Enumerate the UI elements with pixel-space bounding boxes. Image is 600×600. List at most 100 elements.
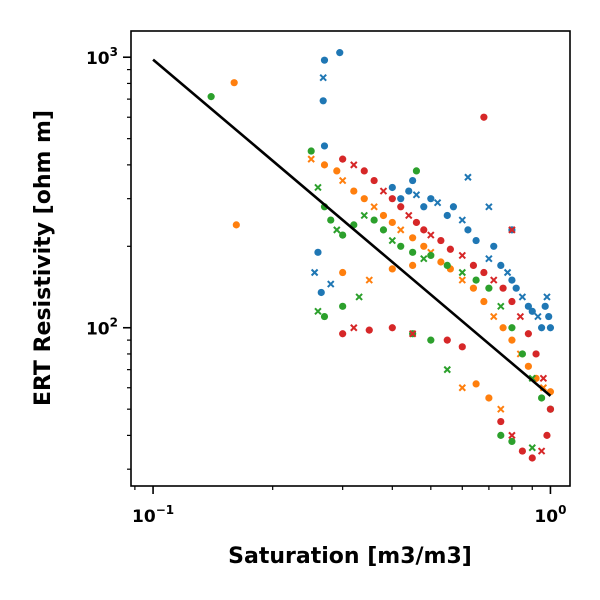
- data-point: [497, 431, 505, 439]
- data-point: [379, 211, 388, 220]
- data-point-cross: [485, 254, 493, 263]
- data-point: [409, 248, 417, 256]
- data-point: [528, 454, 536, 462]
- data-point: [388, 265, 396, 273]
- data-point: [524, 362, 532, 370]
- data-point: [532, 350, 540, 358]
- data-point-cross: [370, 203, 378, 211]
- data-point-cross: [388, 236, 397, 245]
- data-point: [420, 226, 428, 234]
- data-point: [499, 284, 507, 292]
- plot-area: [130, 30, 571, 487]
- data-point: [512, 284, 520, 292]
- data-point: [437, 236, 445, 245]
- data-point-cross: [516, 312, 525, 321]
- data-point-cross: [490, 276, 498, 284]
- data-point: [314, 248, 322, 256]
- data-point: [397, 242, 405, 250]
- fit-line: [152, 58, 552, 397]
- data-point-cross: [503, 268, 512, 277]
- data-point: [472, 236, 480, 245]
- data-point: [397, 203, 405, 211]
- data-point: [508, 297, 516, 306]
- data-point-cross: [379, 187, 388, 195]
- data-point-cross: [420, 254, 428, 263]
- data-point: [320, 56, 329, 64]
- data-point: [508, 324, 516, 332]
- data-point-cross: [528, 444, 536, 452]
- data-point: [320, 161, 329, 169]
- data-point: [370, 216, 378, 224]
- y-axis: 102 103: [86, 45, 131, 470]
- data-point-cross: [534, 312, 542, 321]
- data-point: [449, 203, 458, 211]
- fit-line-layer: [152, 58, 552, 397]
- data-point: [524, 302, 532, 310]
- data-point: [427, 195, 435, 203]
- data-point: [339, 330, 347, 338]
- y-axis-label: ERT Resistivity [ohm m]: [31, 110, 56, 406]
- data-point: [320, 312, 329, 321]
- data-point: [379, 226, 388, 234]
- x-axis-label: Saturation [m3/m3]: [228, 544, 472, 569]
- data-point: [524, 330, 532, 338]
- data-point: [546, 324, 555, 332]
- data-point: [350, 187, 358, 195]
- data-point: [388, 324, 396, 332]
- plot-frame: [130, 30, 571, 487]
- data-point: [528, 307, 536, 315]
- data-point: [405, 187, 413, 195]
- data-point: [443, 336, 451, 344]
- data-point: [472, 276, 480, 284]
- data-point-cross: [360, 211, 368, 220]
- data-point-cross: [497, 302, 505, 311]
- data-point: [480, 297, 488, 306]
- data-point: [427, 336, 435, 344]
- data-point: [472, 380, 480, 388]
- data-point: [480, 113, 488, 121]
- data-point-cross: [338, 176, 347, 185]
- data-point: [388, 183, 396, 192]
- data-point: [443, 211, 451, 220]
- data-point: [339, 302, 347, 310]
- data-point-cross: [427, 231, 435, 239]
- data-point-cross: [350, 324, 358, 332]
- data-point: [546, 405, 555, 413]
- data-point-cross: [314, 307, 322, 316]
- data-point: [469, 284, 478, 292]
- data-point-cross: [539, 374, 548, 383]
- data-point: [327, 216, 335, 224]
- data-point-cross: [310, 268, 319, 277]
- data-point: [497, 417, 505, 426]
- data-point: [409, 261, 417, 269]
- data-point-cross: [543, 293, 551, 301]
- data-point-cross: [443, 365, 451, 374]
- x-tick-label: 100: [534, 503, 566, 527]
- data-point: [446, 245, 454, 253]
- data-point: [370, 176, 378, 185]
- data-point: [307, 147, 315, 155]
- data-point-cross: [458, 384, 466, 392]
- data-point: [508, 276, 516, 284]
- data-point: [207, 93, 215, 101]
- y-tick-label: 103: [86, 45, 118, 69]
- data-point-cross: [397, 226, 405, 234]
- data-point-cross: [365, 276, 373, 284]
- data-point: [490, 242, 498, 250]
- data-point-cross: [508, 226, 516, 234]
- data-point-cross: [537, 447, 546, 455]
- data-point: [420, 203, 428, 211]
- data-point-cross: [433, 198, 442, 207]
- data-point: [409, 234, 417, 242]
- data-point: [365, 326, 373, 334]
- data-point: [339, 231, 347, 239]
- data-point-cross: [485, 203, 493, 211]
- data-point: [508, 336, 516, 344]
- data-point: [543, 431, 551, 439]
- y-tick-label: 102: [86, 316, 118, 340]
- data-point-cross: [333, 226, 341, 234]
- x-tick-label: 10−1: [132, 503, 174, 527]
- data-point: [437, 258, 445, 266]
- data-point-cross: [518, 293, 527, 301]
- x-axis: 10−1 100: [132, 486, 566, 527]
